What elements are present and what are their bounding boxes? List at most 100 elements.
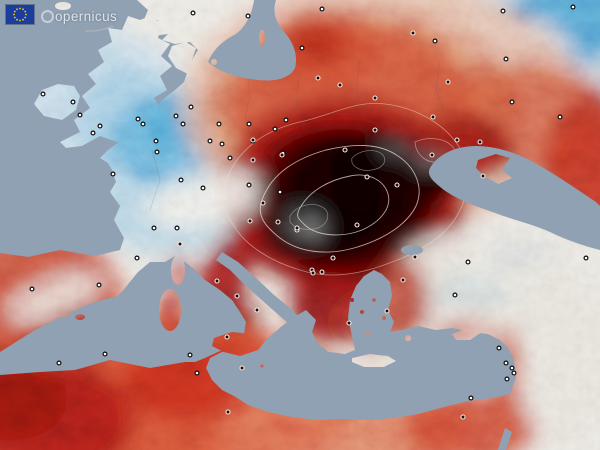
city-marker xyxy=(90,130,96,136)
city-marker xyxy=(511,370,517,376)
city-marker xyxy=(40,91,46,97)
city-marker xyxy=(219,141,225,147)
city-marker xyxy=(509,365,515,371)
eu-star-icon xyxy=(13,13,15,16)
city-marker xyxy=(310,270,316,276)
city-marker xyxy=(299,45,305,51)
eu-star-icon xyxy=(24,16,27,19)
city-marker xyxy=(503,360,509,366)
city-marker xyxy=(29,286,35,292)
city-marker xyxy=(342,147,348,153)
city-marker xyxy=(225,409,231,415)
city-marker xyxy=(583,255,589,261)
city-marker xyxy=(468,395,474,401)
city-marker xyxy=(504,376,510,382)
city-marker xyxy=(410,30,416,36)
city-marker xyxy=(110,171,116,177)
city-marker xyxy=(384,308,390,314)
city-marker xyxy=(354,222,360,228)
city-marker xyxy=(134,255,140,261)
city-marker xyxy=(177,241,183,247)
city-marker xyxy=(153,138,159,144)
contour-line xyxy=(414,138,455,163)
contour-line xyxy=(222,102,469,276)
city-marker xyxy=(224,334,230,340)
city-marker xyxy=(173,113,179,119)
city-marker xyxy=(272,126,278,132)
city-marker xyxy=(207,138,213,144)
city-marker xyxy=(557,114,563,120)
eu-star-icon xyxy=(25,13,27,16)
city-marker xyxy=(400,277,406,283)
city-marker xyxy=(97,123,103,129)
city-marker xyxy=(245,13,251,19)
contour-line xyxy=(289,204,329,230)
city-marker xyxy=(454,137,460,143)
city-marker xyxy=(70,99,76,105)
city-marker xyxy=(275,219,281,225)
city-marker xyxy=(135,116,141,122)
city-marker xyxy=(315,75,321,81)
city-marker xyxy=(188,104,194,110)
city-marker xyxy=(279,152,285,158)
city-marker xyxy=(246,121,252,127)
city-marker xyxy=(154,149,160,155)
city-marker xyxy=(364,174,370,180)
city-marker xyxy=(277,189,283,195)
copernicus-logo: opernicus xyxy=(6,5,118,32)
city-marker xyxy=(250,157,256,163)
city-marker xyxy=(412,254,418,260)
city-marker xyxy=(254,307,260,313)
eu-star-icon xyxy=(19,19,21,22)
city-marker xyxy=(570,4,576,10)
city-marker xyxy=(216,121,222,127)
copernicus-wordmark: opernicus xyxy=(41,6,118,32)
contour-line xyxy=(297,174,390,236)
city-marker xyxy=(174,225,180,231)
copernicus-brand-text: opernicus xyxy=(55,8,118,24)
city-marker xyxy=(187,352,193,358)
city-marker xyxy=(477,139,483,145)
eu-stars xyxy=(13,7,27,22)
city-marker xyxy=(56,360,62,366)
city-marker xyxy=(372,127,378,133)
city-marker xyxy=(509,99,515,105)
city-marker xyxy=(496,345,502,351)
city-marker xyxy=(465,259,471,265)
copernicus-swoosh-icon xyxy=(76,22,114,32)
city-marker xyxy=(346,320,352,326)
city-marker xyxy=(190,10,196,16)
city-marker xyxy=(260,200,266,206)
eu-flag xyxy=(6,5,34,24)
city-marker xyxy=(151,225,157,231)
eu-star-icon xyxy=(24,10,27,13)
city-marker xyxy=(330,255,336,261)
city-marker xyxy=(140,121,146,127)
city-marker xyxy=(432,38,438,44)
eu-star-icon xyxy=(16,8,18,11)
city-marker xyxy=(394,182,400,188)
city-marker xyxy=(178,177,184,183)
city-marker xyxy=(480,173,486,179)
city-marker xyxy=(294,225,300,231)
city-marker xyxy=(194,370,200,376)
eu-star-icon xyxy=(16,18,18,21)
eu-star-icon xyxy=(13,16,16,19)
city-marker xyxy=(77,112,83,118)
city-marker xyxy=(200,185,206,191)
city-marker xyxy=(234,293,240,299)
contour-line xyxy=(351,150,386,171)
eu-star-icon xyxy=(22,8,24,11)
city-marker xyxy=(283,117,289,123)
city-markers xyxy=(29,4,589,420)
contour-line xyxy=(259,144,420,253)
eu-star-icon xyxy=(13,10,16,13)
city-marker xyxy=(227,155,233,161)
city-marker xyxy=(180,121,186,127)
copernicus-c-icon xyxy=(41,9,54,23)
city-marker xyxy=(429,152,435,158)
eu-star-icon xyxy=(22,18,24,21)
